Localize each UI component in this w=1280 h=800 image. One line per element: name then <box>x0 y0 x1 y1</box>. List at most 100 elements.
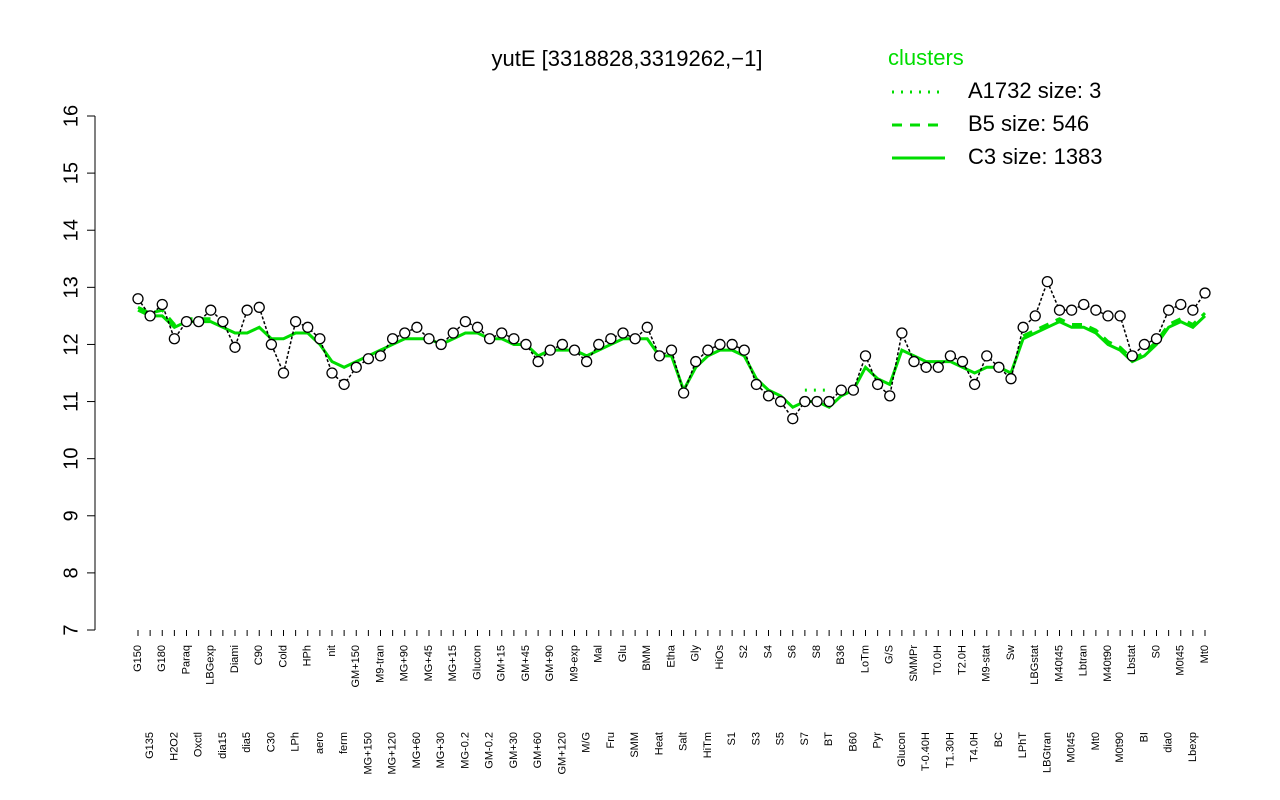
sample-point <box>241 304 253 316</box>
sample-point <box>993 361 1005 373</box>
sample-point <box>447 327 459 339</box>
sample-point <box>205 304 217 316</box>
sample-point <box>1065 304 1078 316</box>
sample-point <box>338 378 350 391</box>
x-tick-label: LBGexp <box>205 645 217 685</box>
sample-point <box>738 344 750 356</box>
sample-point <box>896 327 908 339</box>
sample-point <box>411 321 423 333</box>
x-tick-label: LBGtran <box>1041 732 1053 773</box>
x-tick-label: MG+45 <box>423 645 435 681</box>
y-tick-label: 16 <box>60 105 82 127</box>
sample-point <box>217 315 229 328</box>
sample-point <box>944 350 957 362</box>
sample-point <box>229 341 241 353</box>
sample-point <box>532 355 544 368</box>
sample-point <box>568 344 581 356</box>
sample-point <box>1162 304 1175 316</box>
x-tick-label: Mt0 <box>1090 732 1102 750</box>
x-tick-label: S6 <box>787 645 799 658</box>
y-tick-label: 10 <box>60 448 82 470</box>
sample-point <box>617 327 629 339</box>
x-tick-label: GM+60 <box>532 732 544 768</box>
sample-point <box>326 367 338 379</box>
x-tick-label: G/S <box>884 645 896 664</box>
sample-point <box>1175 298 1187 311</box>
x-tick-label: GM+30 <box>508 732 520 768</box>
x-tick-label: M0t90 <box>1114 732 1126 763</box>
x-tick-label: T-0.40H <box>920 732 932 771</box>
sample-point <box>253 301 265 313</box>
y-tick-label: 9 <box>60 510 82 521</box>
x-tick-label: Glu <box>617 645 629 662</box>
sample-point <box>629 333 641 345</box>
sample-point <box>1053 304 1066 316</box>
sample-point <box>968 378 981 391</box>
x-tick-label: MG+90 <box>399 645 411 681</box>
y-tick-label: 14 <box>60 219 82 241</box>
sample-point <box>1187 304 1199 316</box>
x-tick-label: nit <box>326 645 338 657</box>
x-tick-label: M0t45 <box>1066 732 1078 763</box>
x-tick-label: MG+60 <box>411 732 423 768</box>
x-tick-label: LoTm <box>859 645 871 673</box>
x-tick-label: Fru <box>605 732 617 749</box>
legend-label: A1732 size: 3 <box>968 78 1101 103</box>
sample-point <box>835 384 847 396</box>
sample-point <box>871 378 884 391</box>
sample-point <box>1126 350 1138 362</box>
sample-point <box>362 353 375 365</box>
sample-point <box>435 338 447 351</box>
sample-point <box>277 367 290 379</box>
sample-point <box>823 395 835 408</box>
sample-point <box>520 338 532 351</box>
x-tick-label: S4 <box>762 645 774 658</box>
x-tick-label: MG-0.2 <box>459 732 471 769</box>
sample-point <box>1138 338 1151 351</box>
x-tick-label: HPh <box>302 645 314 666</box>
x-tick-label: Salt <box>678 732 690 751</box>
x-tick-label: SMMPr <box>908 645 920 682</box>
x-tick-label: Glucon <box>896 732 908 767</box>
sample-point <box>1078 298 1090 311</box>
sample-point <box>544 344 556 356</box>
sample-point <box>496 327 508 339</box>
x-tick-label: C90 <box>253 645 265 665</box>
sample-point <box>726 338 738 351</box>
x-tick-label: HiOs <box>714 645 726 670</box>
x-tick-label: S1 <box>726 732 738 745</box>
x-tick-label: dia0 <box>1163 732 1175 753</box>
x-tick-label: G135 <box>144 732 156 759</box>
x-tick-label: GM-0.2 <box>484 732 496 769</box>
sample-point <box>192 315 205 328</box>
sample-point <box>920 361 932 373</box>
x-tick-label: GM+90 <box>544 645 556 681</box>
x-tick-label: B60 <box>847 732 859 752</box>
sample-point <box>1041 275 1054 288</box>
x-tick-label: LPh <box>290 732 302 752</box>
x-tick-label: G150 <box>132 645 144 672</box>
sample-point <box>908 355 920 368</box>
x-tick-label: M9-exp <box>568 645 580 682</box>
sample-point <box>884 390 896 402</box>
x-tick-label: B36 <box>835 645 847 665</box>
x-tick-label: Lbstat <box>1126 645 1138 675</box>
sample-point <box>677 387 690 399</box>
sample-point <box>374 350 387 362</box>
sample-point <box>168 333 181 345</box>
x-tick-label: Lbtran <box>1078 645 1090 676</box>
sample-point <box>774 395 787 408</box>
sample-point <box>859 350 872 362</box>
x-tick-label: dia15 <box>217 732 229 759</box>
sample-point <box>399 327 411 339</box>
x-tick-label: Oxctl <box>193 732 205 757</box>
sample-point <box>641 321 653 333</box>
sample-point <box>144 310 156 322</box>
sample-point <box>556 338 569 351</box>
y-tick-label: 8 <box>60 567 82 578</box>
y-tick-label: 13 <box>60 276 82 298</box>
x-tick-label: T4.0H <box>969 732 981 762</box>
x-tick-label: MG+150 <box>362 732 374 775</box>
sample-point <box>750 378 763 391</box>
